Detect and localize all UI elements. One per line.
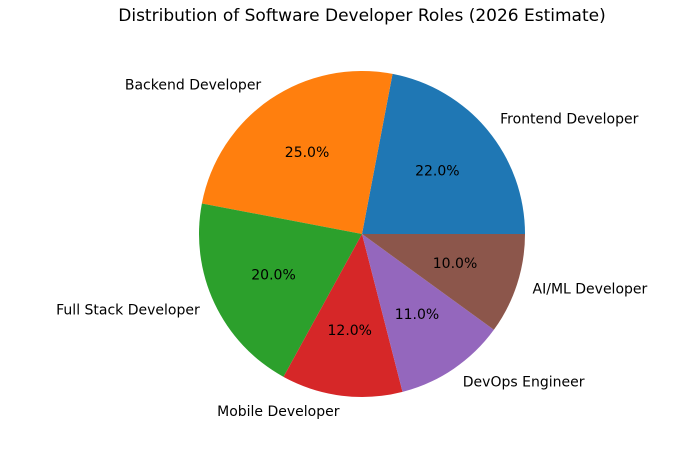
pie-wedge — [362, 73, 525, 234]
category-label: AI/ML Developer — [533, 281, 648, 297]
category-label: Frontend Developer — [500, 112, 638, 128]
pie-wedge — [362, 234, 494, 392]
pie-wedge — [201, 71, 393, 235]
pie-wedge — [198, 203, 362, 377]
value-label: 10.0% — [433, 256, 477, 272]
pie-wedge — [362, 234, 525, 330]
category-label: Full Stack Developer — [56, 302, 200, 318]
value-label: 22.0% — [415, 164, 459, 180]
category-label: Backend Developer — [125, 78, 262, 94]
value-label: 25.0% — [285, 145, 329, 161]
category-label: DevOps Engineer — [463, 374, 585, 390]
pie-wedge — [283, 234, 403, 397]
category-label: Mobile Developer — [217, 404, 340, 420]
value-label: 12.0% — [328, 323, 372, 339]
chart-title: Distribution of Software Developer Roles… — [118, 6, 605, 26]
value-label: 20.0% — [251, 268, 295, 284]
value-label: 11.0% — [395, 307, 439, 323]
